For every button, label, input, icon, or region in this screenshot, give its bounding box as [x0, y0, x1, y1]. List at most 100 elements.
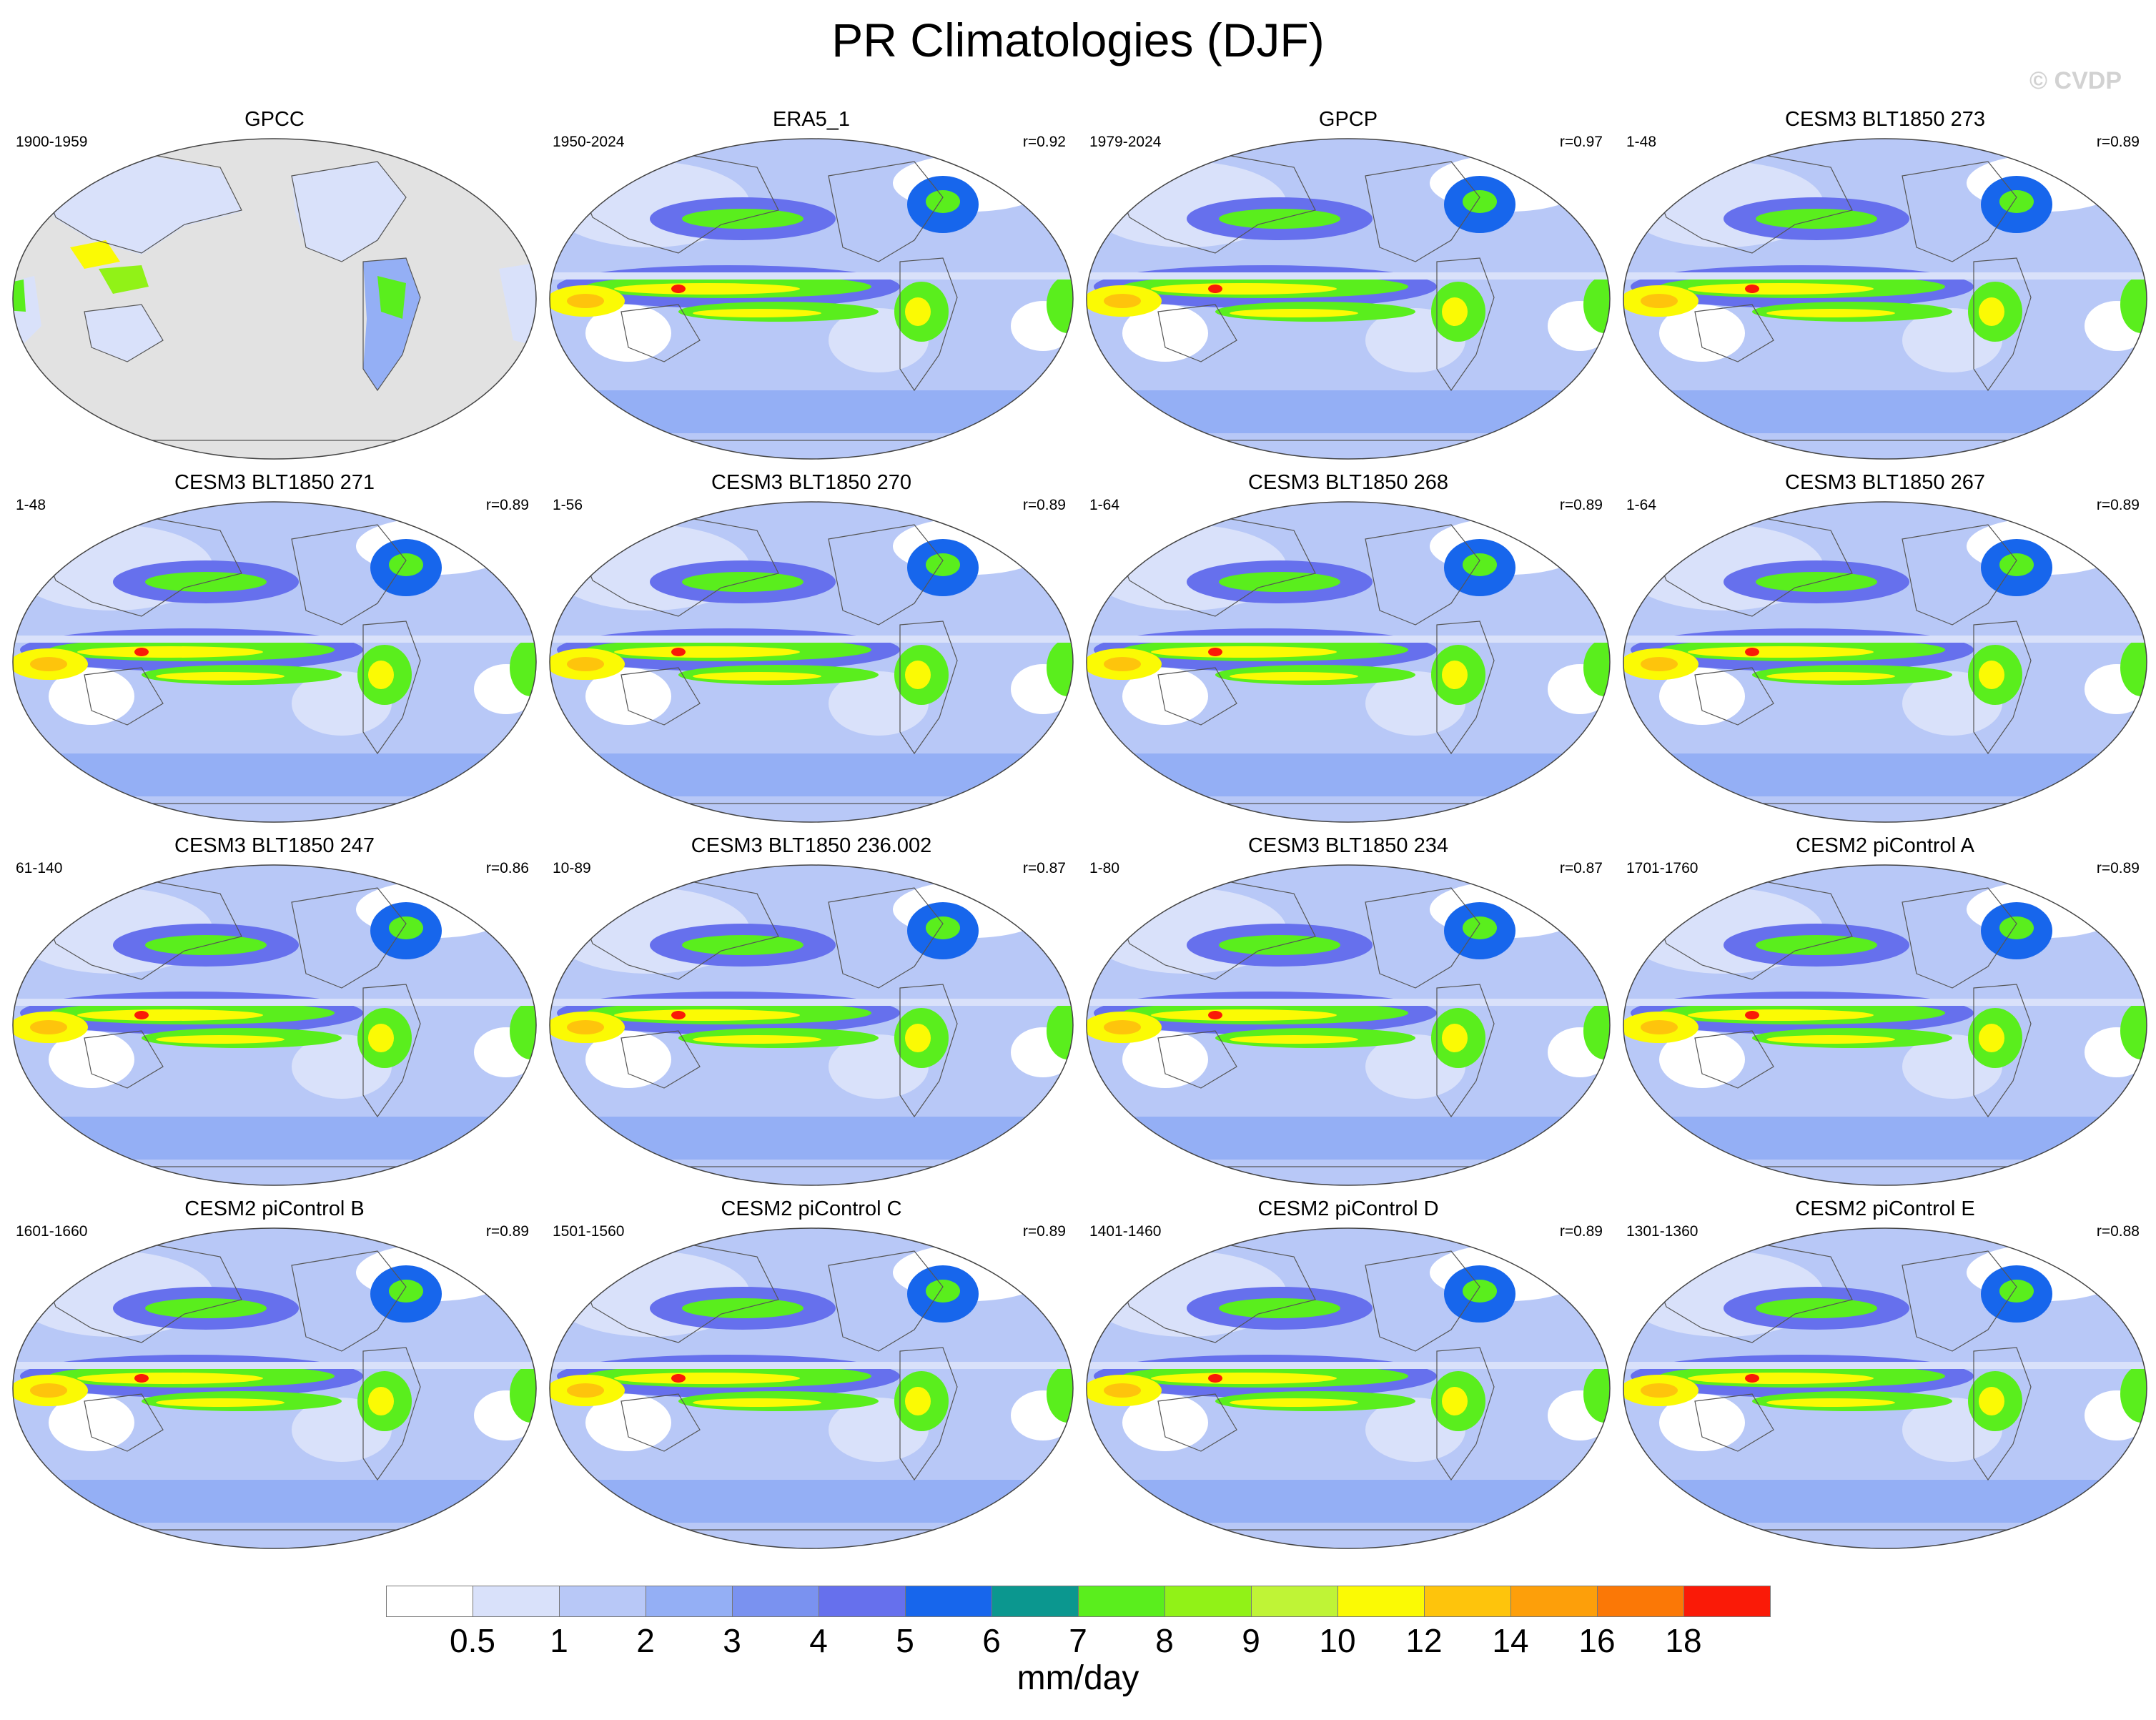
coastline — [291, 161, 407, 262]
map-panel: CESM2 piControl B 1601-1660 r=0.89 — [6, 1197, 543, 1560]
panel-years: 61-140 — [16, 860, 63, 876]
colorbar-tick-label: 1 — [550, 1622, 568, 1659]
colorbar-swatch — [819, 1586, 906, 1617]
precip-map — [549, 1227, 1074, 1549]
coastline — [1973, 984, 2032, 1118]
coastline — [34, 152, 242, 254]
map-panel: CESM3 BLT1850 234 1-80 r=0.87 — [1079, 834, 1617, 1197]
panel-title: CESM3 BLT1850 247 — [174, 834, 375, 857]
precip-map — [1086, 1227, 1611, 1549]
colorbar-tick-label: 7 — [1069, 1622, 1087, 1659]
panel-correlation: r=0.89 — [1022, 497, 1066, 513]
map-panel: CESM2 piControl C 1501-1560 r=0.89 — [543, 1197, 1080, 1560]
coastline — [828, 161, 944, 262]
colorbar-tick-label: 8 — [1155, 1622, 1174, 1659]
land-precip-region — [292, 162, 406, 262]
colorbar-swatch — [386, 1586, 473, 1617]
map-border — [12, 1227, 537, 1549]
coastline — [570, 152, 779, 254]
colorbar-swatch — [732, 1586, 819, 1617]
coastline — [84, 1393, 164, 1452]
colorbar-tick-label: 5 — [896, 1622, 914, 1659]
map-panel: CESM3 BLT1850 273 1-48 r=0.89 — [1616, 107, 2154, 470]
colorbar-tick-label: 18 — [1665, 1622, 1702, 1659]
map-border — [12, 864, 537, 1186]
panel-title: CESM2 piControl B — [184, 1197, 365, 1220]
map-border — [549, 501, 1074, 823]
colorbar-tick-label: 0.5 — [450, 1622, 495, 1659]
coastline — [620, 1030, 701, 1089]
coastline — [1694, 1393, 1774, 1452]
figure-title: PR Climatologies (DJF) — [831, 14, 1325, 66]
coastline — [570, 879, 779, 980]
panel-title: GPCP — [1318, 108, 1378, 131]
coastline — [1365, 524, 1480, 626]
coastline — [362, 984, 421, 1118]
map-border — [1086, 501, 1611, 823]
coastline — [34, 879, 242, 980]
colorbar — [386, 1586, 1771, 1618]
panel-title: CESM3 BLT1850 268 — [1248, 471, 1448, 494]
map-border — [1086, 138, 1611, 460]
map-panel: GPCP 1979-2024 r=0.97 — [1079, 107, 1617, 470]
panel-title: CESM3 BLT1850 271 — [174, 471, 375, 494]
map-border — [12, 501, 537, 823]
map-border — [549, 864, 1074, 1186]
land-precip-region — [363, 258, 420, 390]
coastline — [362, 257, 421, 392]
coastline — [1902, 887, 2017, 989]
coastline — [1973, 621, 2032, 755]
panel-correlation: r=0.89 — [2096, 497, 2140, 513]
coastline — [1973, 257, 2032, 392]
panel-years: 1701-1760 — [1626, 860, 1698, 876]
coastline — [1902, 524, 2017, 626]
coastline — [1107, 879, 1316, 980]
coastline — [34, 515, 242, 617]
coastline — [1365, 161, 1480, 262]
coastline — [1973, 1347, 2032, 1481]
map-border — [1623, 864, 2147, 1186]
map-border — [1086, 864, 1611, 1186]
colorbar-swatch — [992, 1586, 1079, 1617]
coastline — [1157, 667, 1237, 726]
panel-years: 1-80 — [1089, 860, 1120, 876]
coastline — [899, 984, 958, 1118]
land-precip-region — [84, 305, 163, 362]
panel-title: CESM3 BLT1850 267 — [1785, 471, 1985, 494]
panel-years: 1601-1660 — [16, 1223, 88, 1240]
map-panel: ERA5_1 1950-2024 r=0.92 — [543, 107, 1080, 470]
panel-correlation: r=0.89 — [2096, 860, 2140, 876]
coastline — [1157, 1393, 1237, 1452]
colorbar-tick-label: 2 — [636, 1622, 655, 1659]
coastline — [828, 1250, 944, 1352]
precip-map — [1086, 864, 1611, 1186]
coastline — [362, 1347, 421, 1481]
precip-map — [12, 1227, 537, 1549]
coastline — [1902, 1250, 2017, 1352]
coastline — [84, 304, 164, 362]
precip-map — [1086, 138, 1611, 460]
panel-correlation: r=0.89 — [485, 1223, 529, 1240]
coastline — [899, 1347, 958, 1481]
watermark: © CVDP — [2029, 67, 2122, 94]
panel-title: CESM2 piControl E — [1795, 1197, 1975, 1220]
colorbar-swatch — [559, 1586, 646, 1617]
coastline — [1644, 879, 1853, 980]
map-border — [549, 138, 1074, 460]
coastline — [1694, 1030, 1774, 1089]
precip-map — [549, 864, 1074, 1186]
panel-years: 1-48 — [1626, 134, 1657, 150]
coastline — [1107, 515, 1316, 617]
panel-title: GPCC — [244, 108, 305, 131]
coastline — [84, 1030, 164, 1089]
panel-correlation: r=0.86 — [485, 860, 529, 876]
panel-correlation: r=0.89 — [2096, 134, 2140, 150]
panel-title: CESM2 piControl C — [721, 1197, 902, 1220]
panel-title: ERA5_1 — [772, 108, 850, 131]
coastline — [1157, 304, 1237, 362]
coastline — [1902, 161, 2017, 262]
precip-map — [549, 138, 1074, 460]
coastline — [1644, 1242, 1853, 1343]
map-panel: CESM2 piControl E 1301-1360 r=0.88 — [1616, 1197, 2154, 1560]
colorbar-swatch — [1424, 1586, 1511, 1617]
